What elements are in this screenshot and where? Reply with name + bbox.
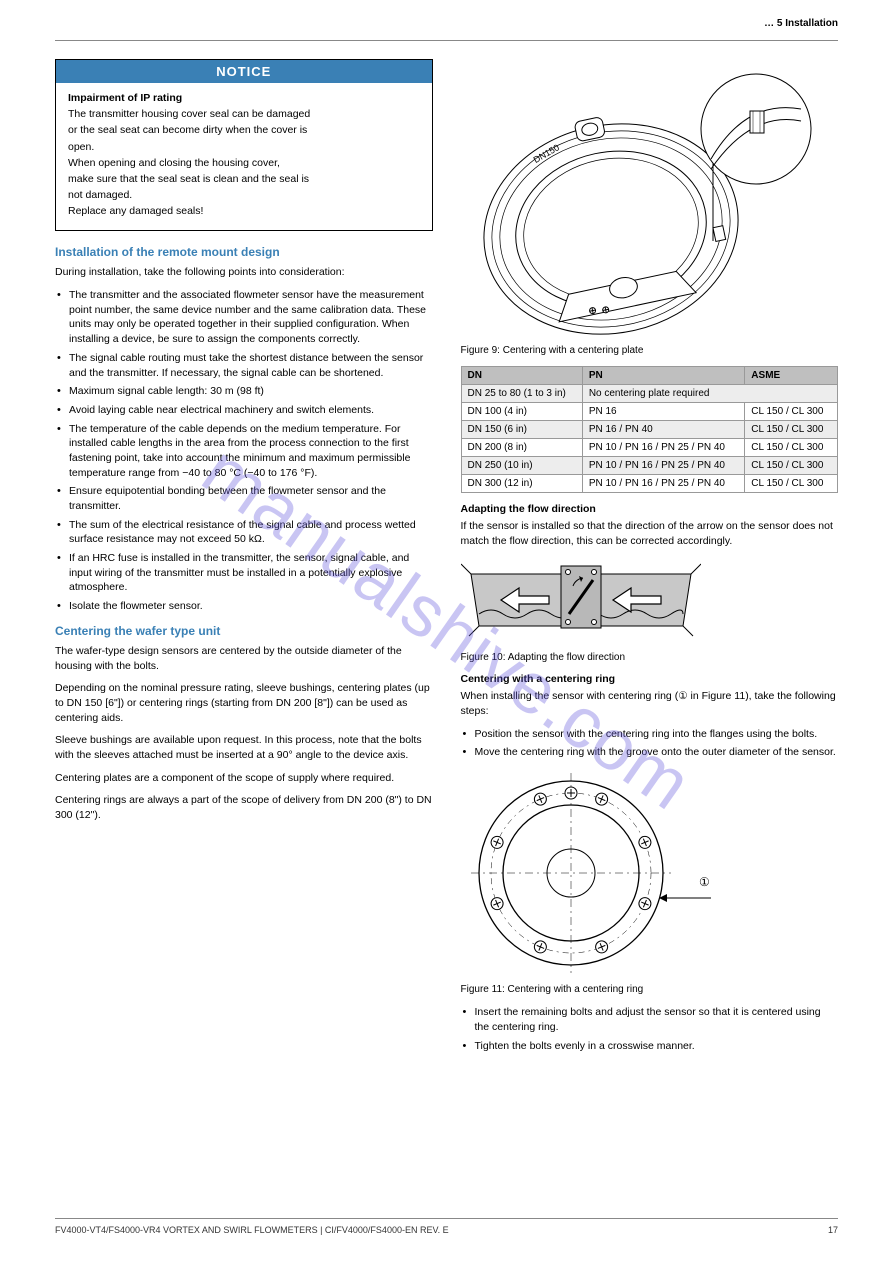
notice-header: NOTICE xyxy=(56,60,432,83)
list-item: The sum of the electrical resistance of … xyxy=(55,518,433,547)
heading-flow-direction: Adapting the flow direction xyxy=(461,503,839,515)
table-cell: CL 150 / CL 300 xyxy=(745,421,838,439)
list-item: Tighten the bolts evenly in a crosswise … xyxy=(461,1039,839,1054)
list-item: If an HRC fuse is installed in the trans… xyxy=(55,551,433,595)
body-para: The wafer-type design sensors are center… xyxy=(55,644,433,673)
flow-direction-diagram xyxy=(461,556,701,646)
list-item: The temperature of the cable depends on … xyxy=(55,422,433,481)
footer-page-number: 17 xyxy=(828,1225,838,1235)
table-cell: DN 300 (12 in) xyxy=(461,475,582,493)
centering-ring-steps-after: Insert the remaining bolts and adjust th… xyxy=(461,1005,839,1053)
centering-ring-para: When installing the sensor with centerin… xyxy=(461,689,839,718)
th-pn: PN xyxy=(582,367,744,385)
heading-remote-install: Installation of the remote mount design xyxy=(55,245,433,259)
notice-line: make sure that the seal seat is clean an… xyxy=(68,172,420,186)
notice-line: or the seal seat can become dirty when t… xyxy=(68,123,420,137)
two-column-layout: NOTICE Impairment of IP rating The trans… xyxy=(55,59,838,1061)
table-cell: PN 16 xyxy=(582,403,744,421)
list-item: The signal cable routing must take the s… xyxy=(55,351,433,380)
centering-ring-diagram: ① xyxy=(461,768,721,978)
notice-line: The transmitter housing cover seal can b… xyxy=(68,107,420,121)
header-section-label: … 5 Installation xyxy=(764,18,838,29)
heading-centering-wafer: Centering the wafer type unit xyxy=(55,624,433,638)
list-item: Move the centering ring with the groove … xyxy=(461,745,839,760)
th-dn: DN xyxy=(461,367,582,385)
table-cell: CL 150 / CL 300 xyxy=(745,457,838,475)
table-cell: CL 150 / CL 300 xyxy=(745,439,838,457)
table-cell: PN 10 / PN 16 / PN 25 / PN 40 xyxy=(582,457,744,475)
left-column: NOTICE Impairment of IP rating The trans… xyxy=(55,59,433,1061)
notice-line: open. xyxy=(68,140,420,154)
notice-lead: Impairment of IP rating xyxy=(68,91,420,105)
table-cell: PN 16 / PN 40 xyxy=(582,421,744,439)
table-cell: No centering plate required xyxy=(582,385,837,403)
list-item: Avoid laying cable near electrical machi… xyxy=(55,403,433,418)
heading-centering-ring: Centering with a centering ring xyxy=(461,673,839,685)
body-para: Centering rings are always a part of the… xyxy=(55,793,433,822)
notice-box: NOTICE Impairment of IP rating The trans… xyxy=(55,59,433,231)
list-item: Maximum signal cable length: 30 m (98 ft… xyxy=(55,384,433,399)
flow-direction-para: If the sensor is installed so that the d… xyxy=(461,519,839,548)
figure-10 xyxy=(461,556,839,646)
list-item: Isolate the flowmeter sensor. xyxy=(55,599,433,614)
notice-line: not damaged. xyxy=(68,188,420,202)
table-cell: PN 10 / PN 16 / PN 25 / PN 40 xyxy=(582,475,744,493)
callout-label: ① xyxy=(699,875,710,889)
figure-10-caption: Figure 10: Adapting the flow direction xyxy=(461,652,839,663)
figure-9: DN150 xyxy=(461,59,839,339)
list-item: The transmitter and the associated flowm… xyxy=(55,288,433,347)
table-cell: CL 150 / CL 300 xyxy=(745,475,838,493)
figure-11: ① xyxy=(461,768,839,978)
list-item: Ensure equipotential bonding between the… xyxy=(55,484,433,513)
list-item: Insert the remaining bolts and adjust th… xyxy=(461,1005,839,1034)
body-para: Centering plates are a component of the … xyxy=(55,771,433,786)
table-cell: DN 250 (10 in) xyxy=(461,457,582,475)
figure-9-caption: Figure 9: Centering with a centering pla… xyxy=(461,345,839,356)
th-asme: ASME xyxy=(745,367,838,385)
right-column: DN150 xyxy=(461,59,839,1061)
body-para: Sleeve bushings are available upon reque… xyxy=(55,733,433,762)
table-cell: DN 100 (4 in) xyxy=(461,403,582,421)
table-cell: CL 150 / CL 300 xyxy=(745,403,838,421)
page-footer: FV4000-VT4/FS4000-VR4 VORTEX AND SWIRL F… xyxy=(55,1218,838,1235)
install-bullets: The transmitter and the associated flowm… xyxy=(55,288,433,614)
table-cell: DN 200 (8 in) xyxy=(461,439,582,457)
intro-para: During installation, take the following … xyxy=(55,265,433,280)
dn-pn-asme-table: DN PN ASME DN 25 to 80 (1 to 3 in) No ce… xyxy=(461,366,839,493)
table-cell: DN 25 to 80 (1 to 3 in) xyxy=(461,385,582,403)
notice-line: Replace any damaged seals! xyxy=(68,204,420,218)
notice-body: Impairment of IP rating The transmitter … xyxy=(56,83,432,230)
centering-ring-steps-before: Position the sensor with the centering r… xyxy=(461,727,839,760)
body-para: Depending on the nominal pressure rating… xyxy=(55,681,433,725)
notice-line: When opening and closing the housing cov… xyxy=(68,156,420,170)
list-item: Position the sensor with the centering r… xyxy=(461,727,839,742)
top-rule xyxy=(55,40,838,41)
centering-plate-diagram: DN150 xyxy=(461,59,821,339)
footer-left: FV4000-VT4/FS4000-VR4 VORTEX AND SWIRL F… xyxy=(55,1225,449,1235)
figure-11-caption: Figure 11: Centering with a centering ri… xyxy=(461,984,839,995)
table-cell: DN 150 (6 in) xyxy=(461,421,582,439)
table-cell: PN 10 / PN 16 / PN 25 / PN 40 xyxy=(582,439,744,457)
